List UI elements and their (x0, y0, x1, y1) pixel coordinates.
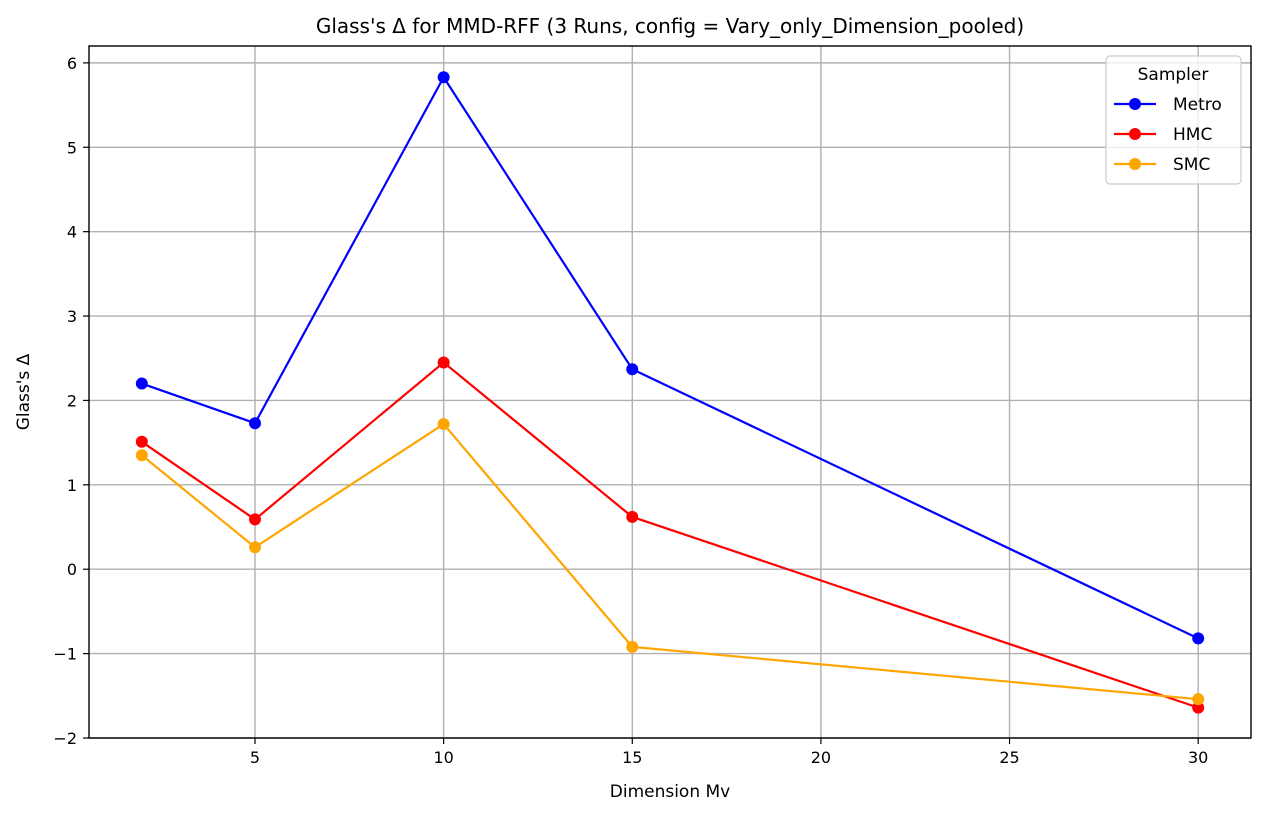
legend-item-hmc: HMC (1114, 125, 1212, 145)
series-line-smc (141, 422, 1199, 701)
data-point-smc (437, 418, 450, 431)
legend-label: SMC (1173, 155, 1210, 175)
x-tick-label: 15 (622, 748, 642, 767)
grid (89, 46, 1251, 739)
y-tick-label: 4 (67, 223, 77, 242)
series-layer (135, 71, 1205, 714)
x-tick-label: 30 (1188, 748, 1208, 767)
legend-marker (1129, 158, 1141, 170)
data-point-hmc (626, 510, 639, 523)
x-tick-label: 10 (433, 748, 453, 767)
data-point-metro (626, 363, 639, 376)
data-point-smc (1192, 693, 1205, 706)
x-axis-label: Dimension Mv (610, 782, 731, 802)
legend-label: HMC (1173, 125, 1212, 145)
ticks: 5 10 15 20 25 30 −2 −1 0 1 2 3 4 5 6 (53, 54, 1208, 767)
data-point-smc (249, 541, 261, 554)
data-point-hmc (135, 435, 148, 448)
x-tick-label: 5 (250, 748, 260, 767)
legend-title: Sampler (1138, 65, 1209, 85)
y-tick-label: 3 (67, 307, 77, 326)
data-point-hmc (1192, 701, 1205, 714)
y-tick-label: 5 (67, 138, 77, 157)
legend-item-smc: SMC (1114, 155, 1210, 175)
legend-label: Metro (1173, 95, 1222, 115)
legend-marker (1129, 98, 1141, 110)
y-tick-label: 1 (67, 476, 77, 495)
y-tick-label: −1 (53, 645, 77, 664)
series-line-metro (141, 76, 1199, 640)
data-point-metro (1192, 632, 1205, 645)
y-tick-label: −2 (53, 729, 77, 748)
series-metro (135, 71, 1205, 645)
y-tick-label: 6 (67, 54, 77, 73)
x-tick-label: 25 (999, 748, 1019, 767)
data-point-metro (437, 71, 450, 84)
series-line-hmc (141, 361, 1199, 709)
y-tick-label: 0 (67, 560, 77, 579)
series-smc (135, 418, 1205, 706)
legend-marker (1129, 128, 1141, 140)
data-point-smc (135, 449, 148, 462)
series-hmc (135, 356, 1205, 714)
chart-title: Glass's Δ for MMD-RFF (3 Runs, config = … (316, 14, 1024, 38)
data-point-hmc (249, 513, 261, 526)
y-tick-label: 2 (67, 391, 77, 410)
data-point-smc (626, 640, 639, 653)
legend-items: Metro HMC SMC (1114, 95, 1222, 175)
data-point-metro (249, 417, 261, 430)
legend: Sampler Metro HMC SMC (1105, 55, 1242, 185)
legend-box (1105, 55, 1242, 185)
legend-item-metro: Metro (1114, 95, 1222, 115)
x-tick-label: 20 (811, 748, 831, 767)
plot-frame (88, 45, 1252, 739)
data-point-metro (135, 377, 148, 390)
y-axis-label: Glass's Δ (14, 353, 34, 430)
data-point-hmc (437, 356, 450, 369)
